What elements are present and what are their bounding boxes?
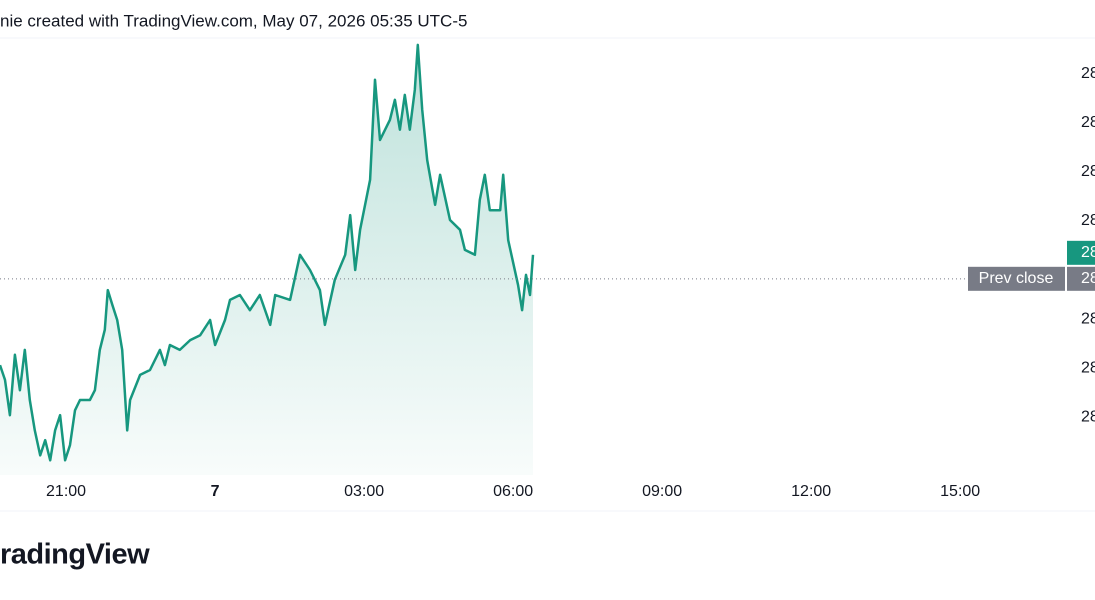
y-tick-label: 28 [1081,163,1095,180]
x-tick-label: 06:00 [493,483,533,500]
price-line [0,43,535,462]
y-tick-label: 28 [1081,310,1095,327]
prev-close-price: 28 [1081,270,1095,287]
last-price-box [1067,240,1095,265]
x-tick-label: 03:00 [344,483,384,500]
prev-close-box [968,266,1065,291]
y-tick-label: 28 [1081,212,1095,229]
y-tick-label: 28 [1081,359,1095,376]
y-tick-label: 28 [1081,408,1095,425]
x-tick-label: 09:00 [642,483,682,500]
x-tick-label: 12:00 [791,483,831,500]
y-tick-label: 28 [1081,114,1095,131]
x-tick-label: 7 [211,483,220,500]
prev-close-price-box [1067,266,1095,291]
logo: radingView [0,539,150,571]
y-tick-label: 28 [1081,65,1095,82]
x-tick-label: 15:00 [940,483,980,500]
header-text: nie created with TradingView.com, May 07… [0,11,467,30]
last-price: 28 [1081,244,1095,261]
prev-close-title: Prev close [979,270,1054,287]
area-fill [0,44,533,476]
x-tick-label: 21:00 [46,483,86,500]
